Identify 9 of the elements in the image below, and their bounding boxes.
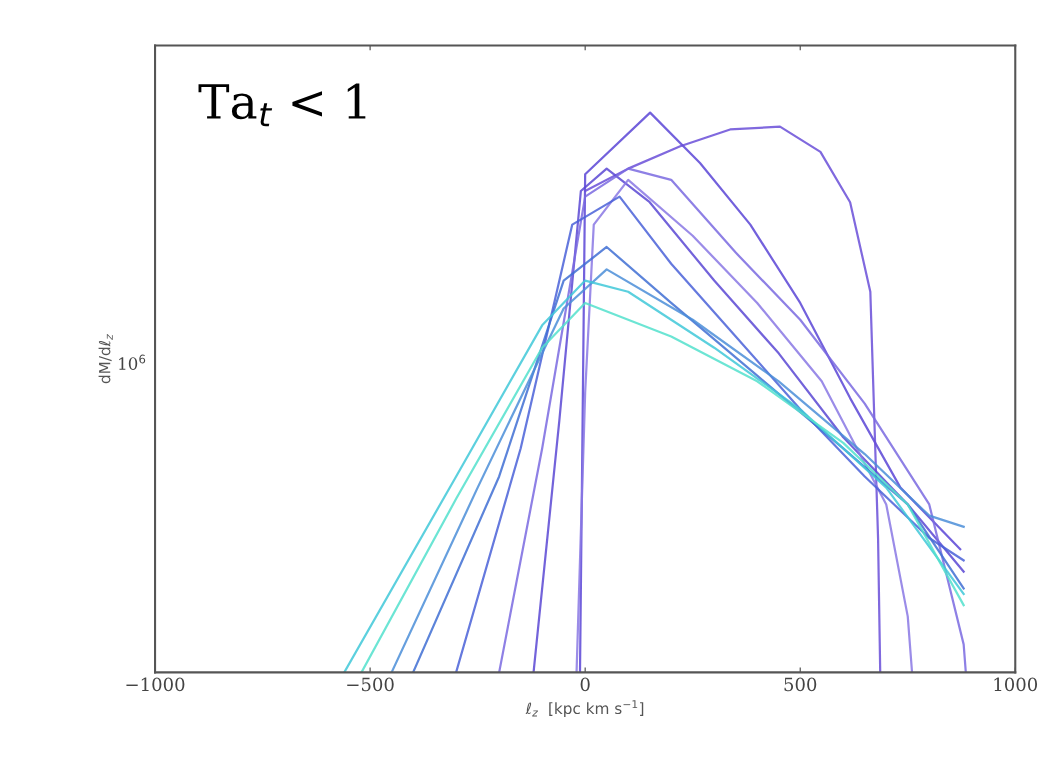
text: 10$^{6}$: [119, 354, 146, 370]
x-axis-title: ℓ$_{z}$ [kpc km s$^{−1}$]: [525, 700, 644, 718]
x-tick-label: 0: [580, 677, 590, 692]
x-tick-label: 500: [784, 677, 817, 692]
x-tick-label: −500: [347, 677, 394, 692]
x-tick-label: −1000: [126, 677, 185, 692]
x-tick-label: 1000: [994, 677, 1038, 692]
annotation: Ta$_{t}$ < 1: [198, 83, 366, 127]
y-axis-title: dM/dℓ$_{z}$: [98, 334, 113, 384]
